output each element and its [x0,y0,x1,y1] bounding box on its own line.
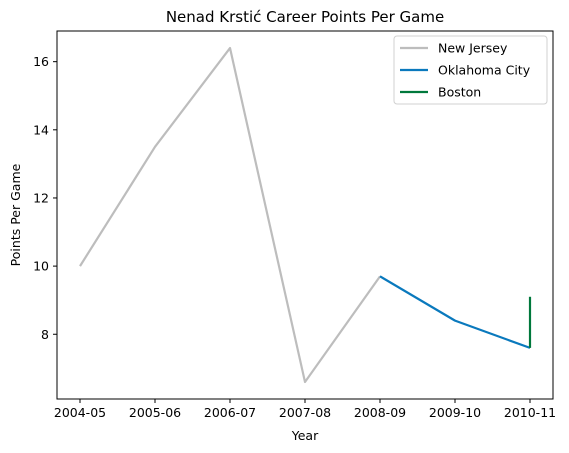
y-tick-label: 12 [33,190,49,205]
y-axis: 8 10 12 14 16 [33,54,57,342]
x-axis: 2004-05 2005-06 2006-07 2007-08 2008-09 2009-… [54,399,556,420]
legend: New Jersey Oklahoma City Boston [393,35,548,105]
x-tick-label: 2006-07 [204,405,256,420]
y-tick-label: 10 [33,259,49,274]
x-axis-label: Year [291,428,319,443]
legend-frame [393,35,548,105]
x-tick-label: 2008-09 [354,405,406,420]
series-layer [79,46,532,384]
y-tick-label: 8 [41,327,49,342]
legend-label-oklahoma-city: Oklahoma City [438,63,531,78]
x-tick-label: 2004-05 [54,405,106,420]
series-line-new-jersey [79,46,381,384]
x-tick-label: 2009-10 [429,405,481,420]
legend-label-boston: Boston [438,85,481,100]
series-line-oklahoma-city [379,275,531,349]
y-axis-label: Points Per Game [8,163,23,266]
x-tick-label: 2010-11 [504,405,556,420]
y-tick-label: 16 [33,54,49,69]
legend-label-new-jersey: New Jersey [438,41,508,56]
x-tick-label: 2007-08 [279,405,331,420]
y-tick-label: 14 [33,122,49,137]
x-tick-label: 2005-06 [129,405,181,420]
chart-title: Nenad Krstić Career Points Per Game [166,8,444,26]
